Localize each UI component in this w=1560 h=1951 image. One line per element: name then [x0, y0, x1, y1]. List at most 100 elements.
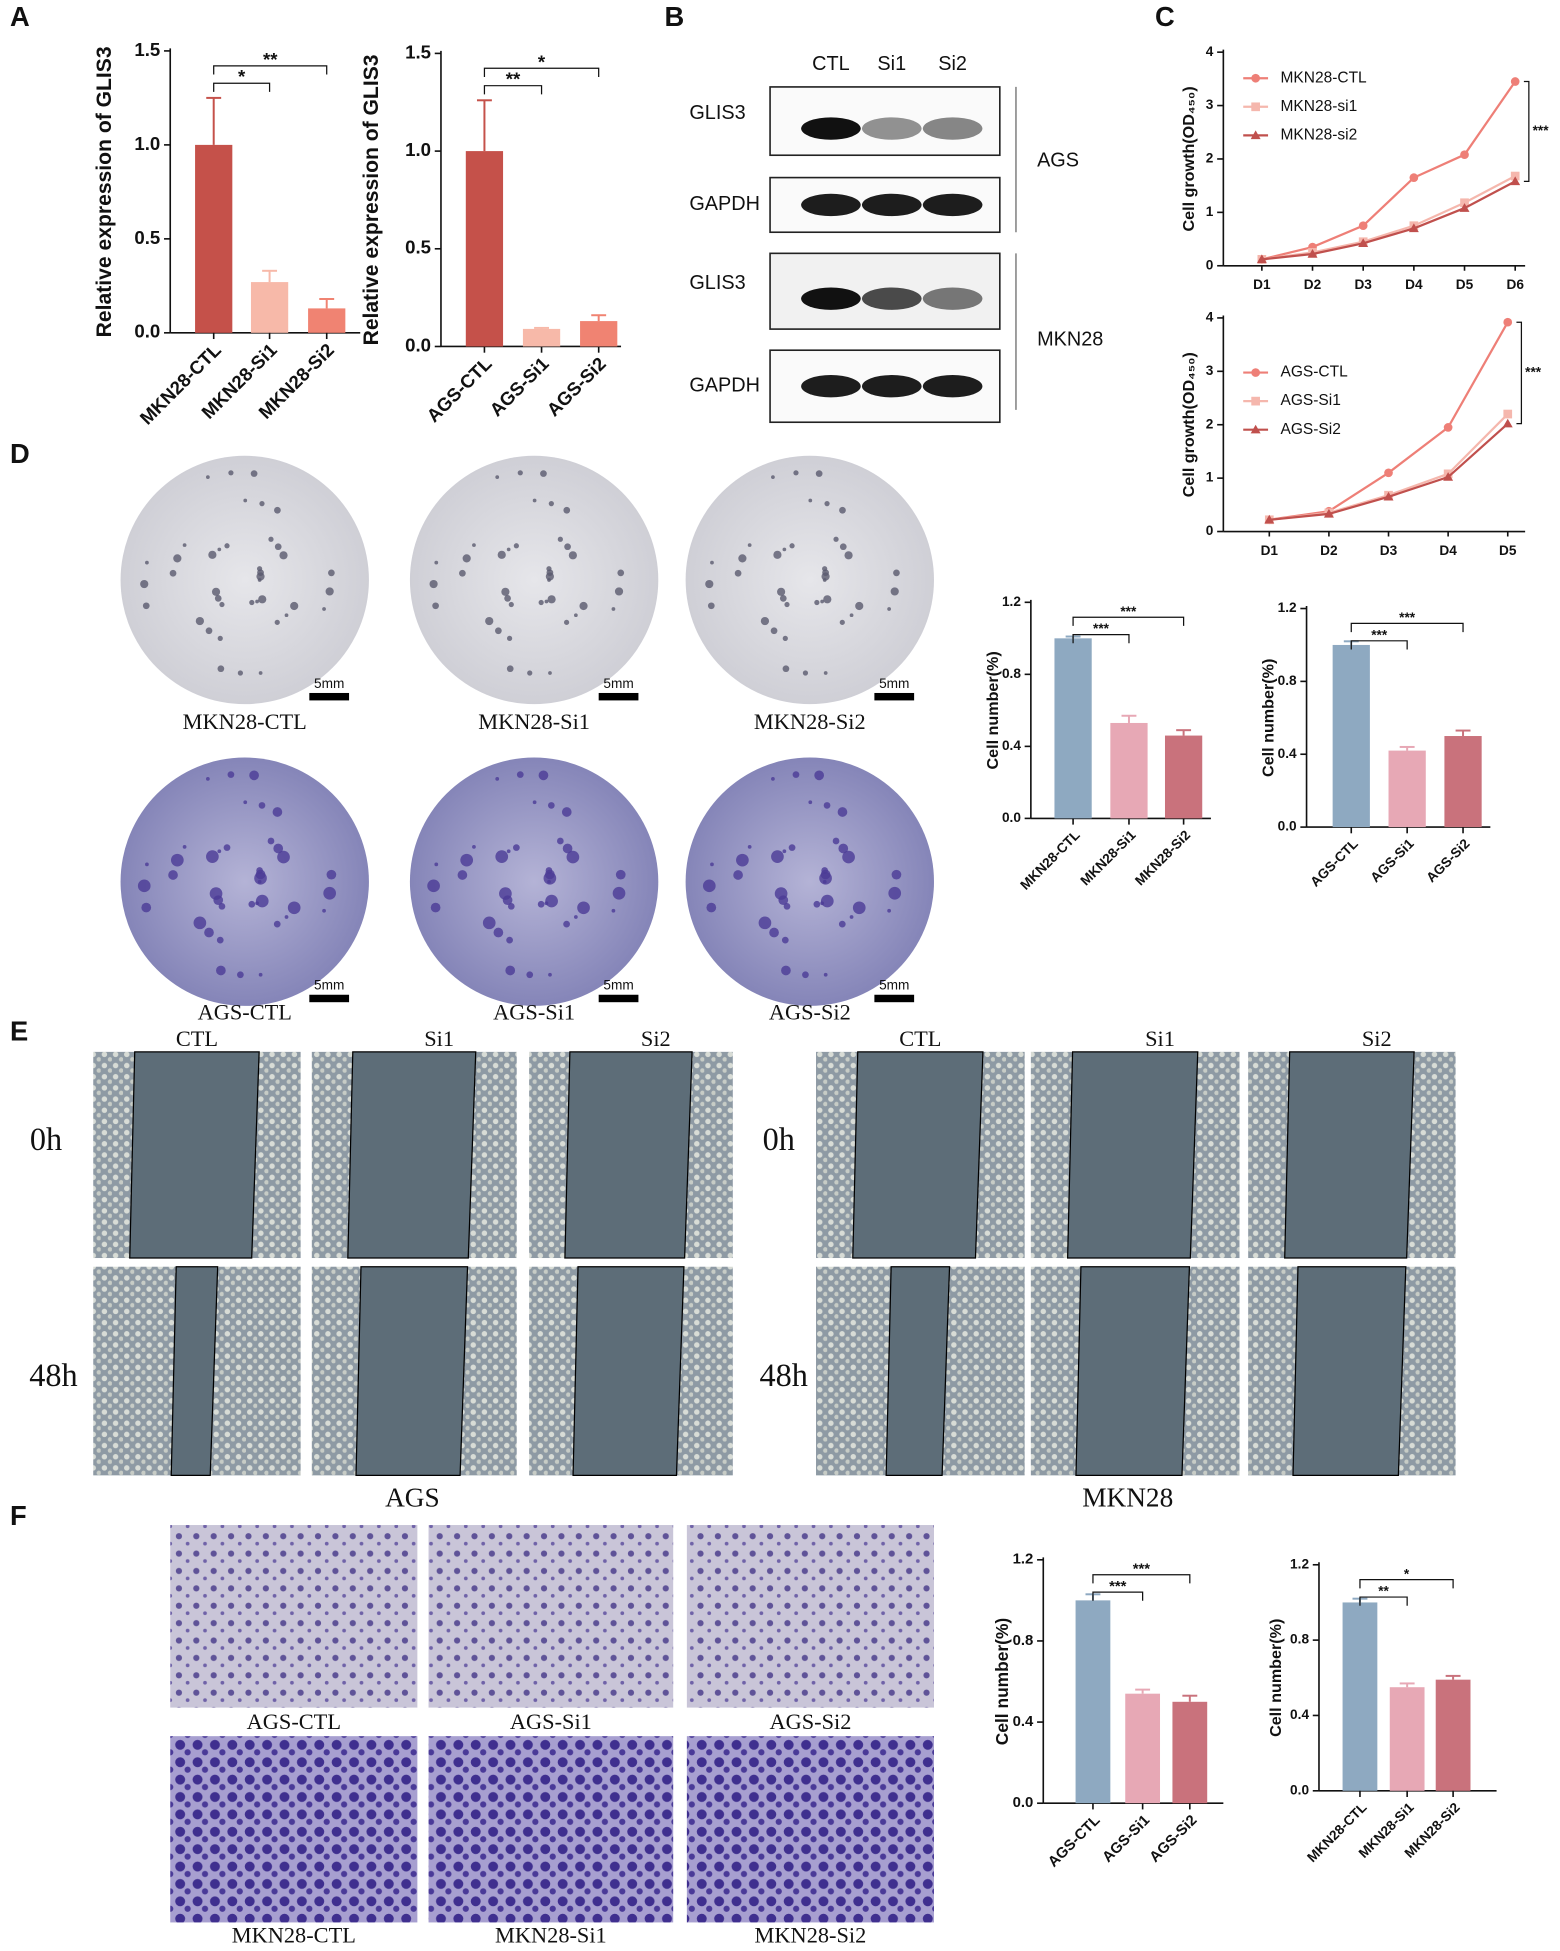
colony	[770, 627, 778, 635]
marker	[1503, 317, 1513, 327]
colony	[823, 802, 831, 809]
marker	[1510, 171, 1520, 181]
image-caption: MKN28-Si1	[478, 709, 590, 734]
colony	[893, 569, 900, 577]
colony	[205, 627, 213, 635]
colony	[802, 971, 809, 979]
colony	[493, 927, 504, 938]
colony	[259, 501, 265, 507]
x-tick-label: D5	[1456, 277, 1474, 292]
significance-bracket	[483, 67, 600, 77]
colony	[170, 853, 184, 867]
scale-bar	[309, 692, 350, 701]
colony	[808, 498, 813, 503]
colony	[427, 879, 440, 893]
colony	[459, 569, 466, 577]
colony	[842, 850, 855, 864]
colony	[782, 547, 787, 552]
colony	[211, 587, 221, 596]
colony	[182, 543, 187, 547]
colony	[887, 908, 891, 913]
significance-label: ***	[1399, 610, 1416, 625]
bar	[522, 328, 561, 347]
blot-row-label: GLIS3	[689, 272, 745, 294]
image-caption: MKN28-Si2	[755, 1922, 867, 1947]
column-label: CTL	[176, 1026, 218, 1051]
lane-label: Si2	[938, 53, 967, 75]
image-caption: AGS-Si1	[493, 1000, 575, 1025]
marker	[1250, 424, 1261, 434]
colony	[532, 800, 537, 805]
y-tick-label: 0.8	[1278, 673, 1297, 688]
colony	[837, 807, 848, 817]
colony	[563, 920, 570, 928]
blot-row-label: GLIS3	[689, 102, 745, 124]
y-tick-label: 0.8	[1002, 666, 1021, 681]
colony	[250, 470, 258, 477]
significance-bracket	[1092, 1574, 1191, 1584]
marker	[1460, 150, 1469, 160]
colony	[243, 800, 248, 805]
colony	[733, 870, 743, 880]
colony	[497, 550, 506, 559]
y-tick-label: 3	[1206, 97, 1214, 112]
bar	[1389, 1687, 1425, 1791]
colony	[577, 901, 590, 915]
scale-bar-label: 5mm	[603, 676, 633, 691]
colony-dish	[409, 757, 659, 1006]
colony	[611, 607, 616, 611]
colony	[214, 595, 222, 602]
colony	[472, 543, 476, 547]
image-caption: MKN28-Si2	[754, 709, 866, 734]
colony	[547, 595, 556, 604]
marker	[1264, 514, 1275, 524]
colony	[566, 850, 580, 864]
colony	[169, 569, 177, 577]
colony	[173, 554, 182, 563]
marker	[1358, 238, 1369, 248]
colony	[823, 595, 832, 604]
colony	[614, 587, 624, 596]
blot-band	[922, 375, 983, 398]
colony	[802, 670, 809, 676]
colony	[813, 900, 821, 908]
cell-line-label: AGS	[1037, 150, 1079, 172]
image-caption: MKN28-CTL	[232, 1922, 356, 1947]
significance-label: *	[1404, 1566, 1410, 1581]
marker	[1251, 102, 1260, 112]
line	[1261, 180, 1516, 261]
bar	[1164, 735, 1203, 819]
image-caption: AGS-CTL	[247, 1709, 341, 1734]
colony	[808, 800, 813, 805]
x-tick-label: D2	[1320, 543, 1338, 558]
wound-gap	[1066, 1051, 1199, 1259]
colony	[217, 547, 222, 552]
colony	[249, 599, 255, 606]
colony	[561, 807, 572, 817]
significance-label: ***	[1525, 365, 1542, 380]
time-label: 48h	[29, 1357, 77, 1393]
colony	[526, 971, 534, 979]
colony	[771, 850, 784, 863]
colony	[891, 869, 902, 880]
significance-label: ***	[1133, 1562, 1151, 1578]
image-caption: MKN28-CTL	[183, 709, 307, 734]
colony	[564, 543, 571, 551]
colony	[457, 870, 468, 880]
marker	[1408, 223, 1419, 233]
colony	[784, 601, 790, 608]
colony	[290, 601, 299, 611]
colony	[504, 595, 511, 602]
colony	[702, 879, 716, 893]
colony	[237, 971, 244, 979]
colony	[706, 902, 717, 913]
colony	[224, 543, 230, 549]
colony	[206, 475, 210, 479]
colony	[777, 587, 786, 596]
colony	[710, 560, 714, 565]
colony	[140, 579, 149, 589]
colony	[218, 902, 226, 910]
column-label: Si2	[641, 1026, 671, 1051]
colony	[792, 771, 800, 778]
wound-gap	[885, 1266, 951, 1476]
